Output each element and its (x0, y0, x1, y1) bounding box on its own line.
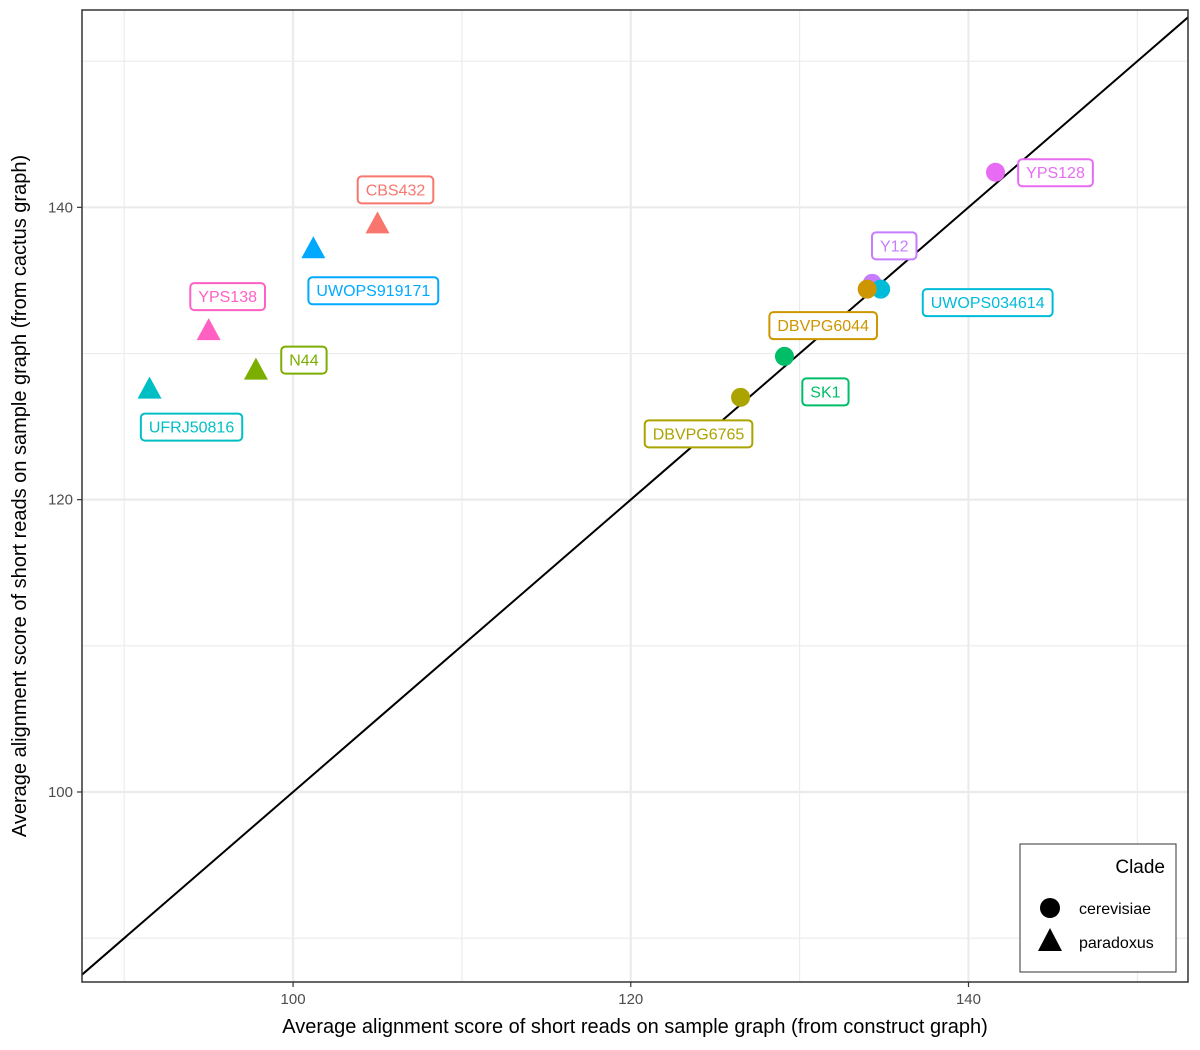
point-label-box (280, 345, 328, 375)
point-label-text: DBVPG6044 (777, 318, 869, 335)
point-label: YPS138 (189, 282, 267, 312)
y-tick-label: 140 (48, 199, 73, 216)
legend-circle-key (1040, 898, 1060, 918)
point-labels: CBS432 UWOPS919171 YPS138 N44 UFRJ50816 YPS12… (139, 158, 1094, 449)
x-tick-label: 100 (281, 991, 306, 1008)
y-tick-label: 100 (48, 784, 73, 801)
data-point-triangle (301, 236, 326, 259)
x-tick-label: 120 (618, 991, 643, 1008)
data-point-triangle (137, 376, 162, 399)
data-point-circle (774, 346, 794, 366)
point-label: DBVPG6044 (768, 311, 878, 341)
point-label-box (189, 282, 267, 312)
data-point-circle (871, 279, 891, 299)
legend-label-cerevisiae: cerevisiae (1079, 901, 1151, 918)
x-axis-title: Average alignment score of short reads o… (282, 1016, 988, 1038)
point-label-text: CBS432 (366, 182, 426, 199)
point-label-text: YPS138 (198, 289, 257, 306)
point-label-text: UFRJ50816 (149, 420, 234, 437)
point-label: UWOPS919171 (307, 276, 440, 306)
y-tick-label: 120 (48, 492, 73, 509)
point-label-box (921, 288, 1054, 318)
point-label: CBS432 (356, 175, 435, 205)
panel-border (81, 9, 1189, 983)
point-label-box (643, 419, 754, 449)
point-label: Y12 (871, 231, 918, 261)
point-label-text: SK1 (810, 384, 840, 401)
x-tick-label: 140 (956, 991, 981, 1008)
point-label: UFRJ50816 (139, 412, 244, 442)
point-label: N44 (280, 345, 328, 375)
point-label-text: DBVPG6765 (653, 426, 745, 443)
legend-title: Clade (1115, 857, 1165, 878)
point-label-text: N44 (289, 353, 318, 370)
point-label-text: Y12 (880, 238, 909, 255)
data-point-circle (857, 279, 877, 299)
legend: Clade cerevisiae paradoxus (1019, 843, 1177, 973)
point-label-box (1017, 158, 1094, 188)
y-axis-title: Average alignment score of short reads o… (9, 155, 31, 837)
point-label-box (871, 231, 918, 261)
point-label-text: UWOPS919171 (316, 283, 430, 300)
point-label-box (356, 175, 435, 205)
legend-triangle-key (1038, 928, 1062, 951)
point-label: SK1 (801, 377, 850, 407)
grid (82, 10, 1188, 982)
point-label: UWOPS034614 (921, 288, 1054, 318)
point-label-text: YPS128 (1026, 165, 1085, 182)
data-point-circle (731, 387, 751, 407)
data-points (137, 162, 1006, 407)
point-label-text: UWOPS034614 (931, 295, 1045, 312)
legend-label-paradoxus: paradoxus (1079, 935, 1154, 952)
point-label-box (768, 311, 878, 341)
point-label: DBVPG6765 (643, 419, 754, 449)
data-point-triangle (365, 211, 390, 234)
data-point-circle (986, 162, 1006, 182)
point-label: YPS128 (1017, 158, 1094, 188)
data-point-triangle (243, 357, 268, 380)
point-label-box (801, 377, 850, 407)
axis-ticks: 100 120 140 100 120 140 (48, 199, 981, 1008)
point-label-box (307, 276, 440, 306)
point-label-box (139, 412, 244, 442)
data-point-triangle (196, 318, 221, 341)
